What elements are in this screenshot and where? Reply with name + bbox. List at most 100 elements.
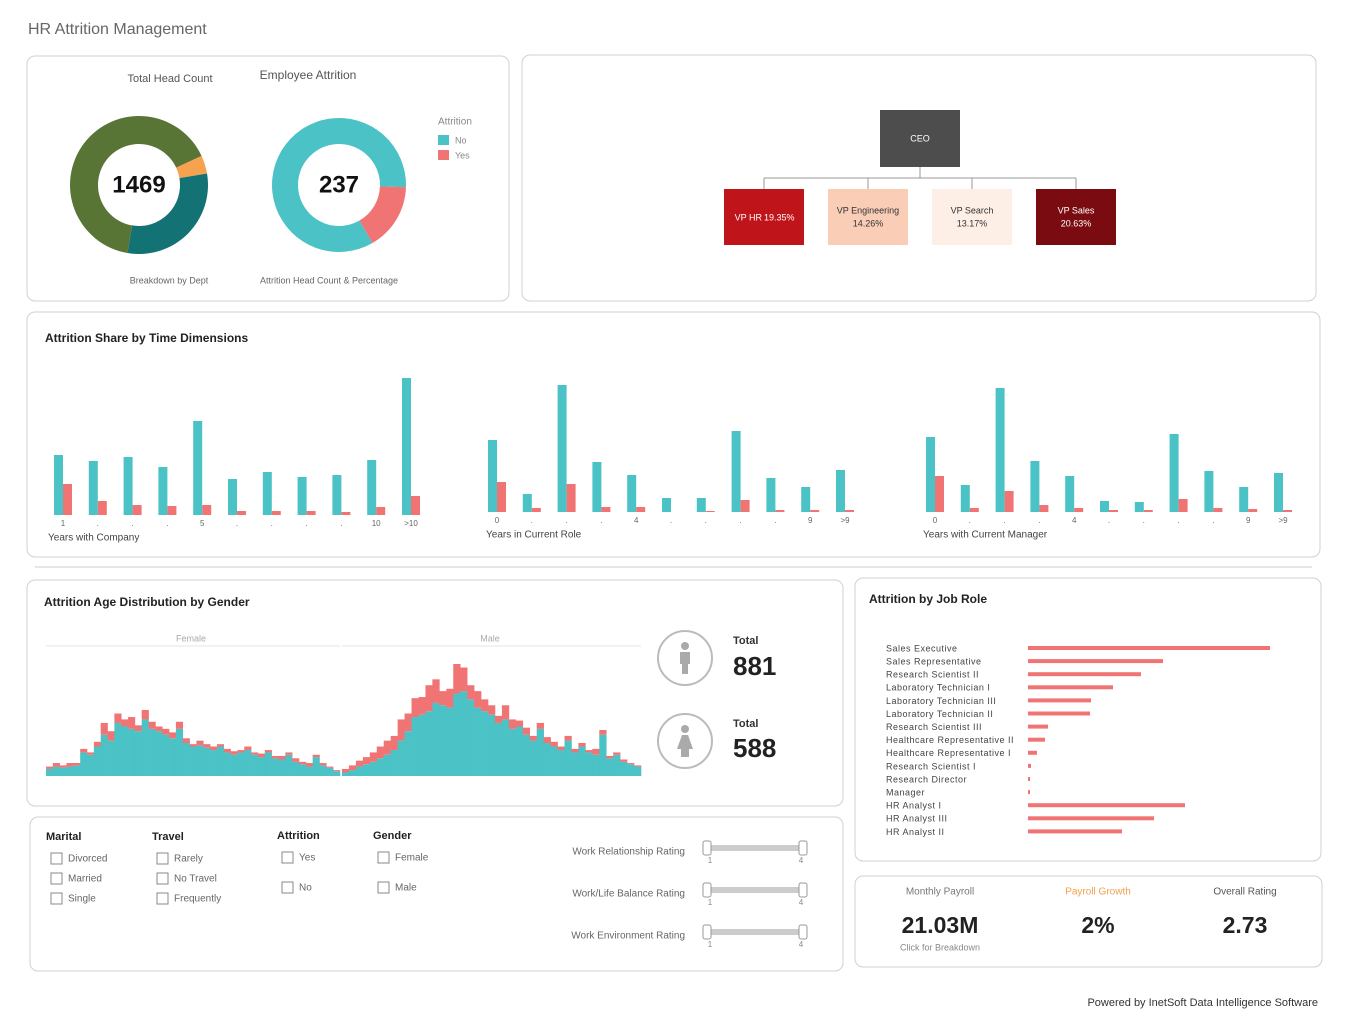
- x-tick-label: >9: [840, 516, 850, 525]
- age-bar: [148, 721, 156, 729]
- checkbox[interactable]: [156, 872, 169, 885]
- x-tick-label: 0: [933, 516, 938, 525]
- bar: [731, 431, 741, 512]
- org-label: CEO: [910, 133, 930, 143]
- org-node: [1036, 189, 1116, 245]
- x-tick-label: 10: [372, 519, 381, 528]
- bar: [705, 511, 715, 512]
- bar: [926, 437, 935, 512]
- bar: [960, 485, 970, 512]
- bar: [775, 510, 785, 512]
- age-bar: [432, 679, 440, 703]
- age-bar: [557, 750, 565, 776]
- checkbox[interactable]: [377, 881, 390, 894]
- checkbox[interactable]: [50, 852, 63, 865]
- kpi-note[interactable]: Click for Breakdown: [900, 942, 980, 952]
- checkbox[interactable]: [281, 881, 294, 894]
- x-tick-label: .: [1108, 516, 1110, 525]
- slider-handle[interactable]: [798, 840, 808, 856]
- slider-handle[interactable]: [798, 882, 808, 898]
- x-tick-label: .: [166, 519, 168, 528]
- x-tick-label: .: [236, 519, 238, 528]
- age-bar: [73, 765, 81, 776]
- filter-title: Travel: [152, 831, 184, 843]
- slider-handle[interactable]: [702, 882, 712, 898]
- slider-handle[interactable]: [702, 924, 712, 940]
- checkbox[interactable]: [50, 872, 63, 885]
- panel-label: Male: [480, 633, 500, 643]
- bar: [1169, 434, 1179, 512]
- checkbox-label: Rarely: [174, 854, 203, 865]
- x-tick-label: .: [739, 516, 741, 525]
- age-bar: [121, 719, 129, 727]
- checkbox[interactable]: [281, 851, 294, 864]
- bar: [202, 505, 212, 515]
- age-bar: [376, 746, 385, 759]
- age-bar: [508, 728, 517, 776]
- y-tick-label: Laboratory Technician II: [886, 709, 993, 719]
- age-bar: [230, 751, 238, 755]
- slider-track[interactable]: [707, 929, 803, 935]
- person-icon: [677, 735, 693, 757]
- age-bar: [613, 754, 621, 776]
- slider-track[interactable]: [707, 887, 803, 893]
- age-bar: [432, 702, 440, 776]
- bar: [411, 496, 420, 515]
- org-node: [932, 189, 1012, 245]
- checkbox[interactable]: [377, 851, 390, 864]
- slider-min: 1: [708, 856, 713, 865]
- bar: [54, 455, 63, 515]
- age-bar: [230, 754, 238, 776]
- age-bar: [411, 717, 419, 776]
- bar: [1004, 491, 1014, 512]
- bar: [845, 510, 854, 512]
- age-bar: [312, 757, 320, 776]
- age-bar: [425, 685, 433, 712]
- bar: [1028, 803, 1185, 808]
- y-tick-label: HR Analyst II: [886, 827, 945, 837]
- y-tick-label: Healthcare Representative I: [886, 748, 1011, 758]
- age-bar: [189, 746, 197, 776]
- slider-max: 4: [799, 856, 804, 865]
- x-tick-label: 5: [200, 519, 205, 528]
- total-label: Total: [733, 718, 758, 730]
- age-bar: [446, 688, 454, 708]
- slider-handle[interactable]: [798, 924, 808, 940]
- org-label: VP Engineering: [837, 205, 899, 215]
- age-bar: [251, 754, 259, 776]
- x-tick-label: .: [670, 516, 672, 525]
- age-bar: [342, 768, 350, 773]
- x-tick-label: .: [1212, 516, 1214, 525]
- slider-min: 1: [708, 898, 713, 907]
- age-bar: [278, 755, 286, 760]
- age-bar: [404, 713, 412, 732]
- bar: [271, 511, 281, 515]
- slider-handle[interactable]: [702, 840, 712, 856]
- bar: [497, 482, 506, 512]
- bar: [557, 385, 567, 512]
- donut-segment: [70, 116, 202, 254]
- age-bar: [362, 764, 371, 776]
- slider-track[interactable]: [707, 845, 803, 851]
- org-node: [880, 110, 960, 167]
- age-bar: [203, 747, 211, 776]
- age-bar: [494, 715, 503, 723]
- donut-segment: [359, 186, 406, 244]
- age-bar: [80, 748, 88, 753]
- age-bar: [128, 717, 136, 729]
- caption: Breakdown by Dept: [130, 275, 209, 285]
- bar: [158, 467, 168, 515]
- age-bar: [439, 705, 447, 776]
- checkbox[interactable]: [156, 852, 169, 865]
- x-tick-label: .: [705, 516, 707, 525]
- checkbox[interactable]: [156, 892, 169, 905]
- bar: [566, 484, 576, 512]
- age-bar: [557, 746, 565, 751]
- org-label: VP HR: [735, 212, 763, 222]
- age-bar: [66, 763, 74, 767]
- bar: [801, 487, 811, 512]
- donut-segment: [272, 117, 407, 252]
- checkbox[interactable]: [50, 892, 63, 905]
- age-bar: [216, 744, 225, 747]
